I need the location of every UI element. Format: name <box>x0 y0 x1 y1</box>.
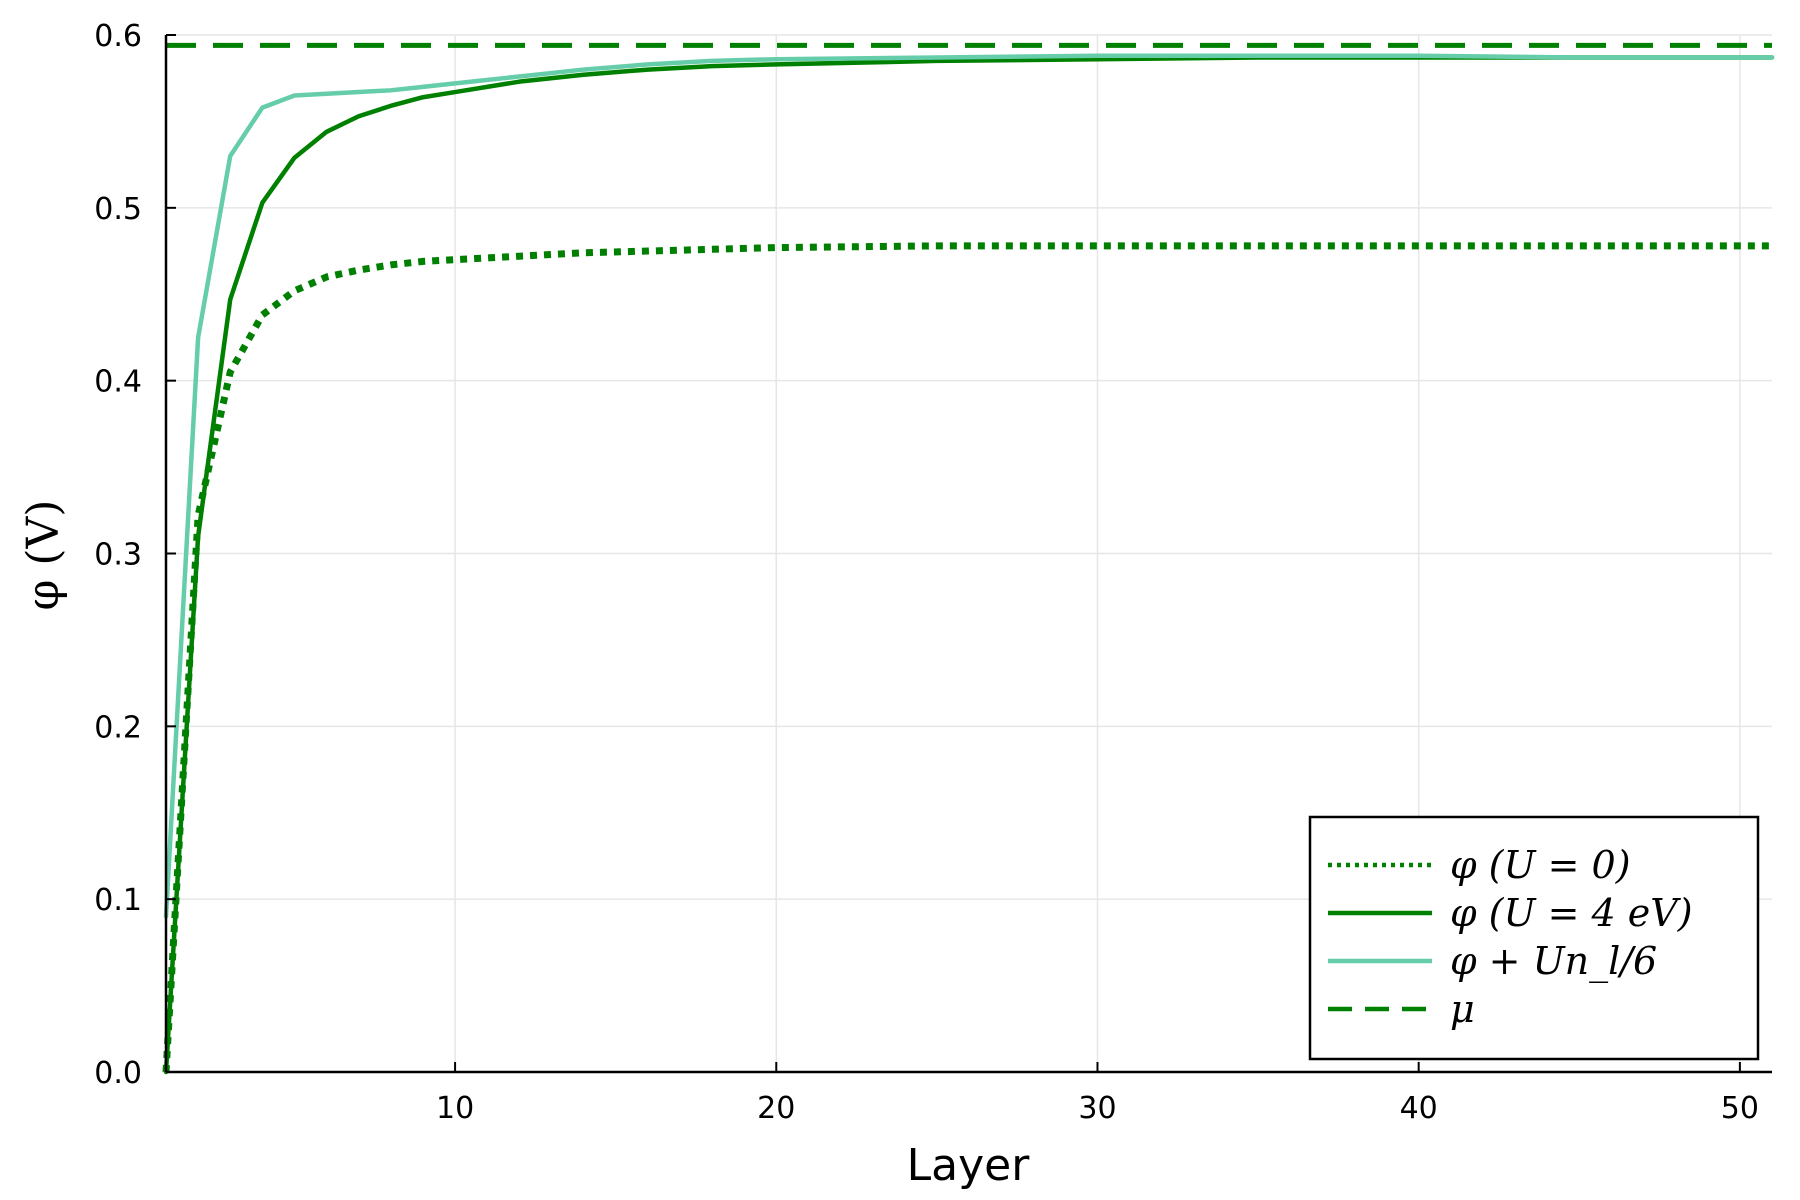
x-tick-label: 10 <box>436 1091 474 1126</box>
y-tick-label: 0.1 <box>94 883 142 918</box>
legend-box <box>1308 815 1760 1061</box>
x-axis-title: Layer <box>907 1140 1031 1191</box>
series-line-0 <box>162 242 1772 1073</box>
y-axis-title: φ (V) <box>18 500 69 611</box>
legend-label-0: φ (U = 0) <box>1450 843 1631 887</box>
y-tick-label: 0.5 <box>94 192 142 227</box>
x-tick-label: 40 <box>1400 1091 1438 1126</box>
legend-label-2: φ + Un_l/6 <box>1450 939 1657 984</box>
x-tick-label: 30 <box>1078 1091 1116 1126</box>
legend-label-3: μ <box>1450 987 1475 1031</box>
y-tick-label: 0.3 <box>94 538 142 573</box>
grid <box>166 34 1772 1073</box>
tick-labels: 10 20 30 40 50 0.0 0.1 0.2 0.3 0.4 0.5 0.6 <box>94 19 1759 1126</box>
legend-label-1: φ (U = 4 eV) <box>1450 891 1693 935</box>
axes <box>164 34 1772 1074</box>
series-line-1 <box>163 55 1775 1075</box>
series-line-2 <box>163 53 1775 919</box>
series-group <box>162 42 1775 1075</box>
y-tick-label: 0.4 <box>94 365 142 400</box>
y-tick-label: 0.2 <box>94 710 142 745</box>
x-tick-label: 50 <box>1721 1091 1759 1126</box>
y-tick-label: 0.6 <box>94 19 142 54</box>
legend: φ (U = 0)φ (U = 4 eV)φ + Un_l/6μ <box>1308 815 1760 1061</box>
x-tick-label: 20 <box>757 1091 795 1126</box>
y-tick-label: 0.0 <box>94 1056 142 1091</box>
